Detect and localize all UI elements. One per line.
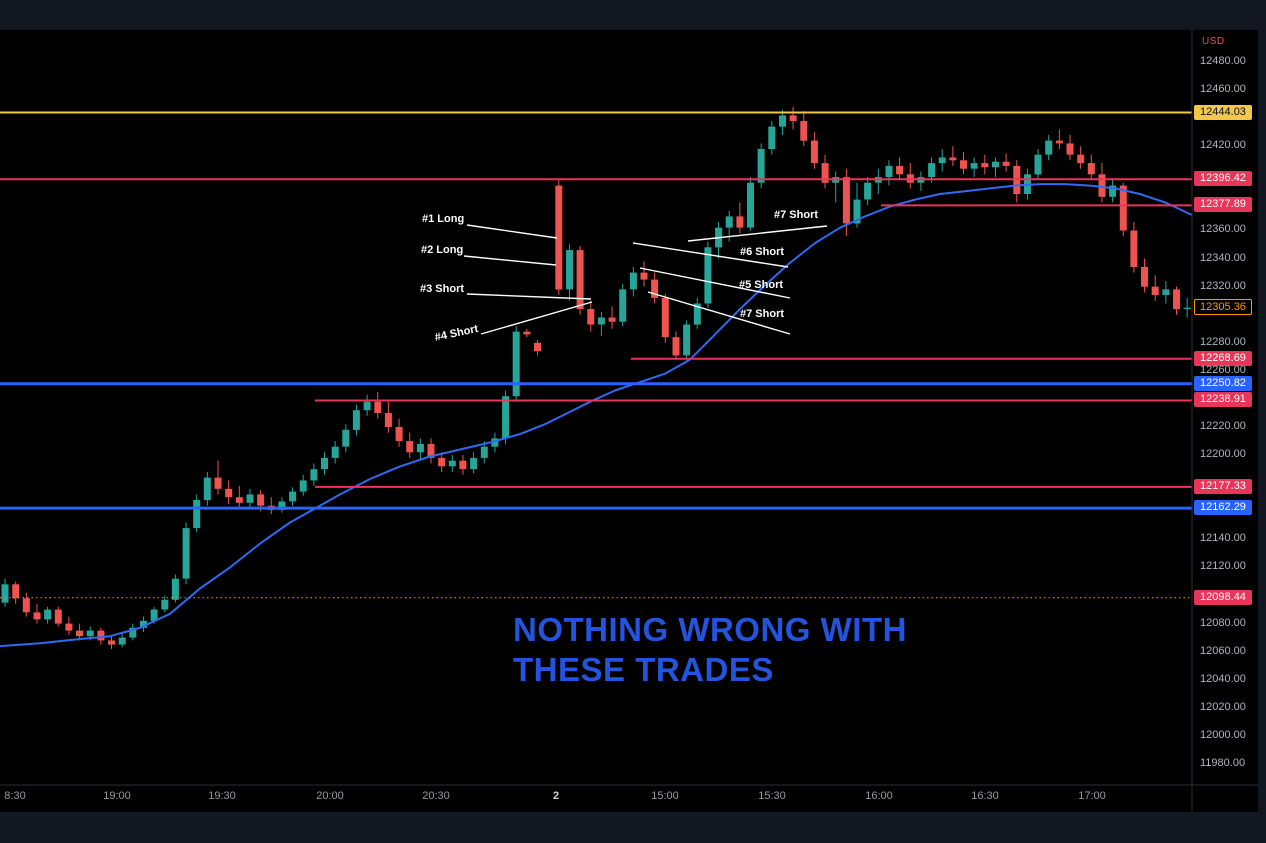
trade-pointer-line[interactable] — [647, 291, 791, 335]
trade-pointer-line[interactable] — [466, 293, 592, 300]
time-axis-label: 16:30 — [971, 790, 999, 802]
price-tick-label: 12460.00 — [1200, 83, 1246, 96]
price-level-label: 12238.91 — [1194, 392, 1252, 408]
caption-line-1: NOTHING WRONG WITH — [513, 611, 907, 648]
trade-pointer-line[interactable] — [463, 255, 557, 266]
price-tick-label: 12080.00 — [1200, 616, 1246, 629]
trade-pointer-line[interactable] — [687, 225, 828, 242]
price-level-label: 12098.44 — [1194, 589, 1252, 605]
time-axis-label: 15:30 — [758, 790, 786, 802]
price-tick-label: 12280.00 — [1200, 335, 1246, 348]
price-tick-label: 12420.00 — [1200, 139, 1246, 152]
moving-average-line — [0, 183, 1193, 648]
price-level-label: 12444.03 — [1194, 104, 1252, 120]
price-tick-label: 12020.00 — [1200, 700, 1246, 713]
time-axis-label: 19:00 — [103, 790, 131, 802]
price-tick-label: 12480.00 — [1200, 55, 1246, 67]
price-tick-label: 12000.00 — [1200, 728, 1246, 741]
candles-series[interactable] — [1, 106, 1191, 649]
price-level-label: 12250.82 — [1194, 375, 1252, 391]
chart-pane-background — [0, 30, 1258, 812]
trade-pointer-line[interactable] — [632, 242, 789, 268]
price-tick-label: 12220.00 — [1200, 420, 1246, 433]
price-tick-label: 12360.00 — [1200, 223, 1246, 236]
price-tick-label: 12060.00 — [1200, 644, 1246, 657]
price-tick-label: 12040.00 — [1200, 672, 1246, 685]
price-level-label: 12377.89 — [1194, 197, 1252, 213]
time-axis-label: 8:30 — [4, 790, 26, 802]
trade-pointer-line[interactable] — [480, 301, 593, 335]
caption-text-drawing[interactable]: NOTHING WRONG WITH THESE TRADES — [513, 610, 907, 691]
price-tick-label: 12260.00 — [1200, 363, 1246, 376]
time-axis-label: 20:00 — [316, 790, 344, 802]
time-axis[interactable]: 8:30 19:00 19:30 20:00 20:30 2 15:00 15:30 16:00… — [0, 785, 1192, 812]
caption-line-2: THESE TRADES — [513, 651, 774, 689]
currency-label: USD — [1202, 36, 1225, 47]
time-axis-label: 20:30 — [422, 790, 450, 802]
price-level-label: 12268.69 — [1194, 350, 1252, 366]
time-axis-label: 17:00 — [1078, 790, 1106, 802]
price-tick-label: 12340.00 — [1200, 251, 1246, 264]
price-level-label: 12162.29 — [1194, 500, 1252, 516]
price-axis[interactable]: USD 12444.03 12396.42 12377.89 12268.69 1225… — [1192, 30, 1258, 812]
trade-pointer-line[interactable] — [466, 224, 558, 239]
price-level-label: 12177.33 — [1194, 478, 1252, 494]
price-tick-label: 12140.00 — [1200, 532, 1246, 545]
time-axis-label: 16:00 — [865, 790, 893, 802]
time-axis-label: 2 — [552, 790, 560, 802]
price-tick-label: 12320.00 — [1200, 279, 1246, 292]
trade-pointer-line[interactable] — [639, 267, 791, 299]
time-axis-label: 19:30 — [208, 790, 236, 802]
current-price-label: 12305.36 — [1194, 299, 1252, 316]
price-tick-label: 12120.00 — [1200, 560, 1246, 573]
price-level-label: 12396.42 — [1194, 171, 1252, 187]
time-axis-label: 15:00 — [651, 790, 679, 802]
price-tick-label: 12200.00 — [1200, 448, 1246, 461]
price-tick-label: 11980.00 — [1200, 757, 1246, 769]
